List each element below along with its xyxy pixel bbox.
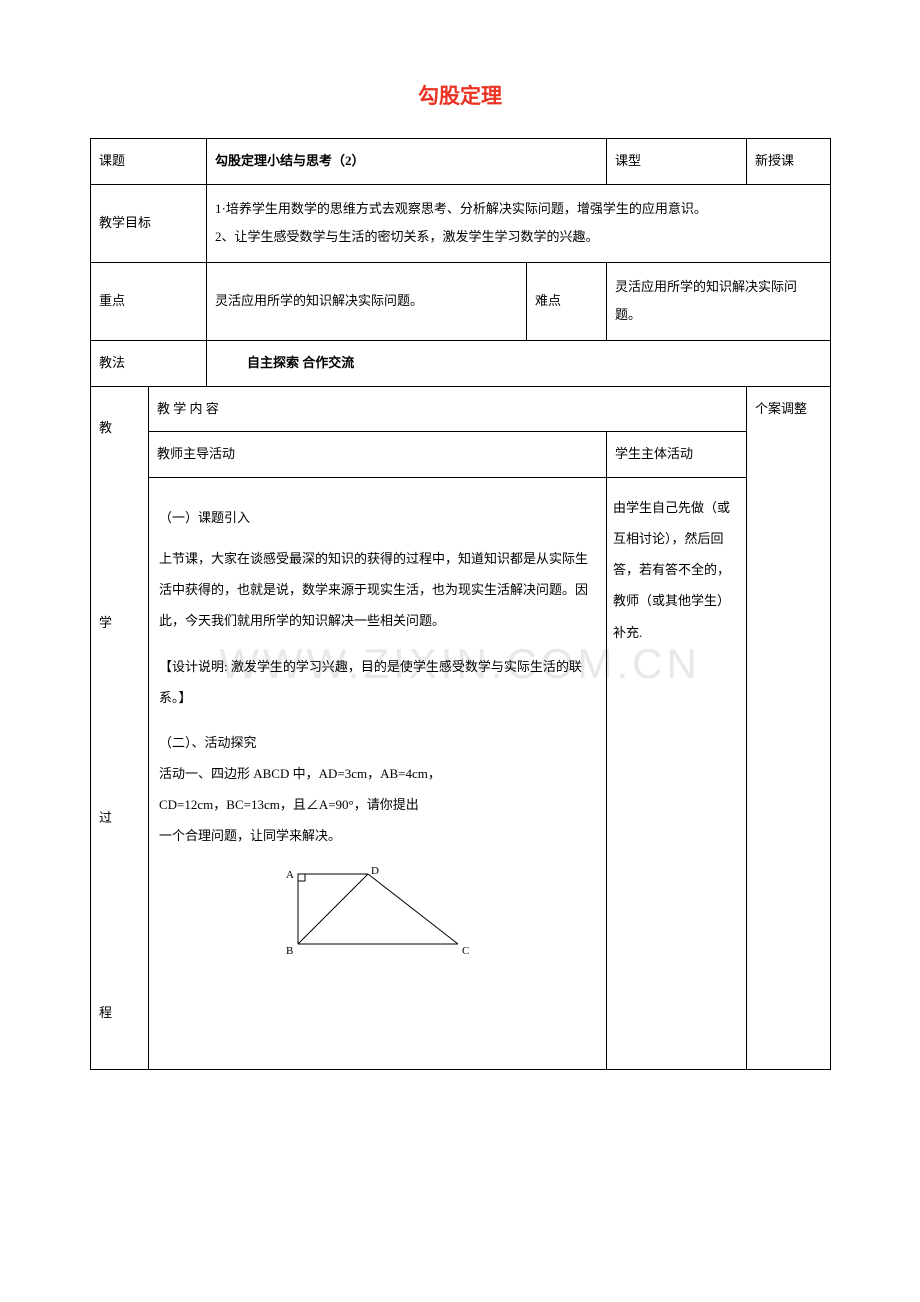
teacher-activity-header: 教师主导活动 <box>149 432 607 478</box>
page-title: 勾股定理 <box>90 80 830 110</box>
label-a: A <box>286 869 294 881</box>
keypoint-label: 重点 <box>91 262 207 340</box>
section1-body: 上节课，大家在谈感受最深的知识的获得的过程中，知道知识都是从实际生活中获得的，也… <box>159 543 596 637</box>
lesson-plan-table: 课题 勾股定理小结与思考（2） 课型 新授课 教学目标 1·培养学生用数学的思维… <box>90 138 831 1070</box>
process-vertical-label: 教 学 过 程 <box>91 386 149 1069</box>
lesson-type-value: 新授课 <box>747 139 831 185</box>
topic-value: 勾股定理小结与思考（2） <box>207 139 607 185</box>
topic-label: 课题 <box>91 139 207 185</box>
difficulty-label: 难点 <box>527 262 607 340</box>
lesson-type-label: 课型 <box>607 139 747 185</box>
difficulty-value: 灵活应用所学的知识解决实际问题。 <box>607 262 831 340</box>
section2-title: （二）、活动探究 <box>159 727 596 758</box>
section1-title: （一）课题引入 <box>159 502 596 533</box>
case-adjust-header: 个案调整 <box>747 386 831 1069</box>
label-c: C <box>462 945 469 957</box>
quadrilateral-diagram: A D B C <box>159 864 596 975</box>
objectives-content: 1·培养学生用数学的思维方式去观察思考、分析解决实际问题，增强学生的应用意识。 … <box>207 184 831 262</box>
label-d: D <box>371 865 379 877</box>
section2-line3: 一个合理问题，让同学来解决。 <box>159 820 596 851</box>
objectives-label: 教学目标 <box>91 184 207 262</box>
label-b: B <box>286 945 293 957</box>
diagram-svg: A D B C <box>268 864 488 964</box>
design-note: 【设计说明: 激发学生的学习兴趣，目的是使学生感受数学与实际生活的联系。】 <box>159 651 596 713</box>
student-activity-header: 学生主体活动 <box>607 432 747 478</box>
keypoint-value: 灵活应用所学的知识解决实际问题。 <box>207 262 527 340</box>
teacher-activity-content: （一）课题引入 上节课，大家在谈感受最深的知识的获得的过程中，知道知识都是从实际… <box>149 477 607 1069</box>
method-label: 教法 <box>91 340 207 386</box>
section2-line2: CD=12cm，BC=13cm，且∠A=90°，请你提出 <box>159 789 596 820</box>
student-activity-content: 由学生自己先做（或互相讨论），然后回答，若有答不全的，教师（或其他学生）补充. <box>607 477 747 1069</box>
section2-line1: 活动一、四边形 ABCD 中，AD=3cm，AB=4cm， <box>159 758 596 789</box>
teaching-content-header: 教 学 内 容 <box>149 386 747 432</box>
method-value: 自主探索 合作交流 <box>207 340 831 386</box>
